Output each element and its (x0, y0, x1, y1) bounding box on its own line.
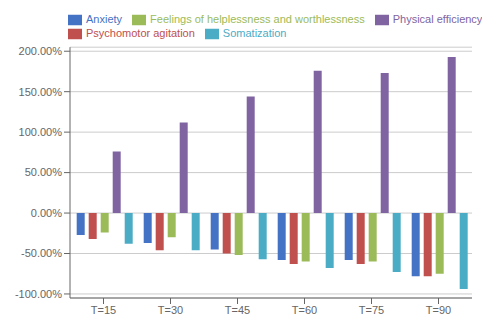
svg-text:100.00%: 100.00% (19, 126, 63, 138)
html-text:Physical efficiency: Physical efficiency (392, 13, 483, 25)
html-text:Feelings of helplessness and w: Feelings of helplessness and worthlessne… (150, 13, 365, 25)
html-text:Anxiety: Anxiety (86, 13, 123, 25)
svg-text:-50.00%: -50.00% (21, 247, 62, 259)
html-text:Psychomotor agitation: Psychomotor agitation (86, 27, 195, 40)
svg-text:200.00%: 200.00% (19, 45, 63, 57)
svg-text:T=75: T=75 (359, 304, 384, 316)
html-text:Somatization: Somatization (222, 27, 287, 40)
svg-text:T=90: T=90 (426, 304, 451, 316)
svg-text:50.00%: 50.00% (25, 166, 63, 178)
svg-text:T=45: T=45 (225, 304, 250, 316)
svg-text:T=30: T=30 (158, 304, 183, 316)
svg-text:150.00%: 150.00% (19, 86, 63, 98)
svg-text:T=15: T=15 (91, 304, 116, 316)
svg-text:-100.00%: -100.00% (15, 288, 62, 300)
svg-text:0.00%: 0.00% (31, 207, 62, 219)
svg-text:T=60: T=60 (292, 304, 317, 316)
